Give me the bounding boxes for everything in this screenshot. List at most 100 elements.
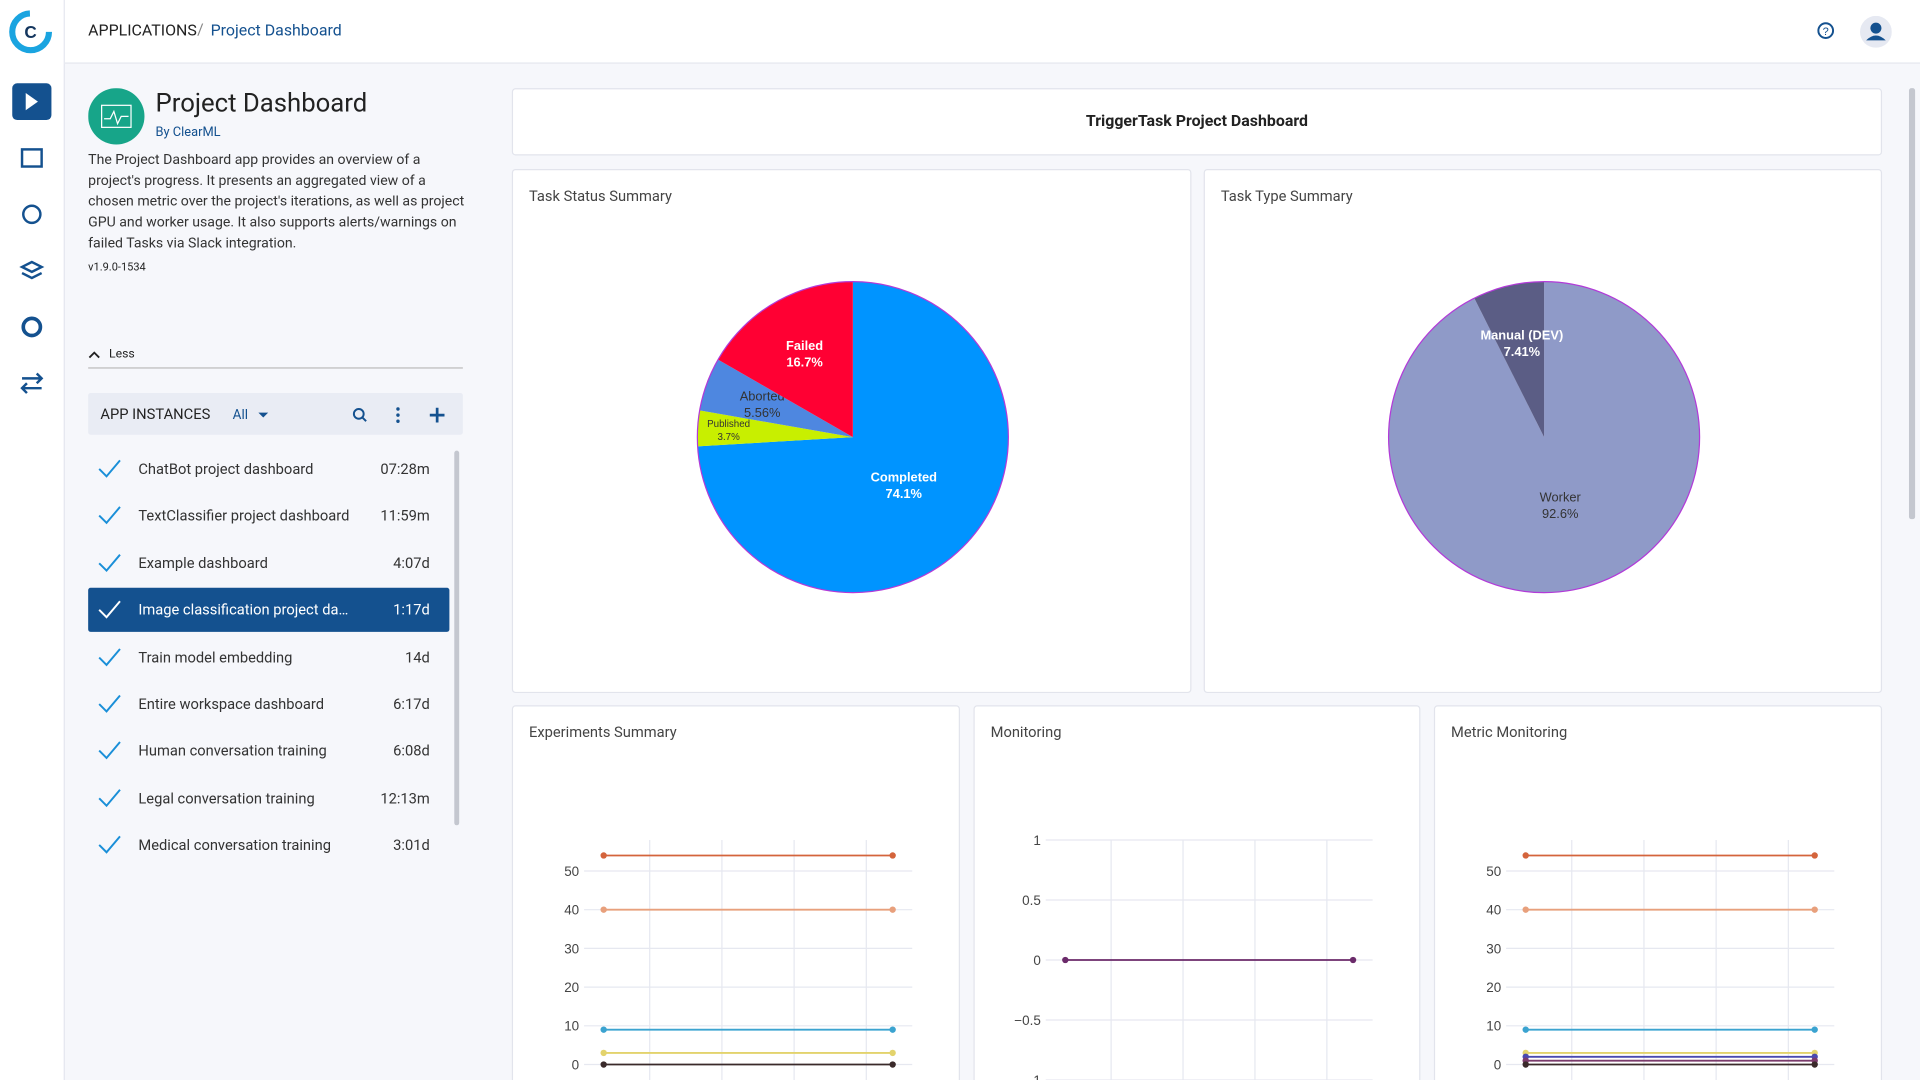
add-icon[interactable] <box>429 407 445 423</box>
series-point <box>600 1049 607 1057</box>
app-description: The Project Dashboard app provides an ov… <box>88 150 465 252</box>
instance-item[interactable]: Legal conversation training 12:13m <box>88 776 449 820</box>
y-tick-label: 50 <box>564 864 579 879</box>
page-scrollbar[interactable] <box>1908 88 1916 520</box>
slice-percent: 92.6% <box>1542 506 1578 521</box>
toggle-chevron[interactable] <box>88 349 100 361</box>
check-icon <box>98 553 121 572</box>
instances-filter[interactable]: All <box>232 406 248 423</box>
instance-item[interactable]: Entire workspace dashboard 6:17d <box>88 682 449 726</box>
side-nav: C <box>0 0 65 1080</box>
check-icon <box>98 647 121 666</box>
filter-caret[interactable] <box>257 410 269 420</box>
series-point <box>600 1026 607 1033</box>
y-tick-label: −0.5 <box>1014 1013 1041 1028</box>
series-point <box>1522 1061 1529 1068</box>
search-icon[interactable] <box>352 408 365 420</box>
svg-text:?: ? <box>1823 26 1829 38</box>
pie-outline <box>1387 281 1701 594</box>
y-tick-label: 0.5 <box>1022 893 1041 908</box>
instance-name: Medical conversation training <box>138 836 331 854</box>
chart-title: Experiments Summary <box>528 723 677 741</box>
check-path <box>98 741 121 760</box>
y-tick-label: 0 <box>1033 953 1040 968</box>
instance-time: 1:17d <box>393 601 430 619</box>
chart-panel: Metric Monitoring 0 10 20 30 40 50 <box>1433 705 1883 1080</box>
check-path <box>98 506 121 525</box>
dashboard-title-panel: TriggerTask Project Dashboard <box>511 88 1883 156</box>
toggle-less[interactable]: Less <box>108 347 135 362</box>
check-path <box>98 788 121 807</box>
instance-item[interactable]: Train model embedding 14d <box>88 635 449 679</box>
instance-item[interactable]: Example dashboard 4:07d <box>88 541 449 585</box>
series-point <box>1062 956 1069 964</box>
y-tick-label: 10 <box>1486 1019 1501 1034</box>
check-path <box>98 647 121 666</box>
y-tick-label: 40 <box>1486 903 1501 918</box>
check-icon <box>98 600 121 619</box>
check-icon <box>98 459 121 478</box>
instance-time: 14d <box>404 648 430 666</box>
pie-slice <box>697 410 853 447</box>
y-tick-label: 30 <box>564 941 579 956</box>
check-path <box>98 835 121 854</box>
check-path <box>98 553 121 572</box>
check-icon <box>98 788 121 807</box>
instance-item[interactable]: Image classification project da… 1:17d <box>88 587 450 633</box>
nav-orchestration[interactable] <box>20 372 44 394</box>
app-icon <box>88 88 145 145</box>
check-path <box>98 694 121 713</box>
chart-title: Monitoring <box>990 723 1062 741</box>
series-point <box>1811 852 1818 859</box>
chart-title: Task Status Summary <box>528 187 672 205</box>
instance-time: 6:08d <box>393 742 430 760</box>
menu-icon[interactable] <box>396 407 400 423</box>
pie-slice <box>697 281 1009 593</box>
nav-models[interactable] <box>21 316 43 338</box>
breadcrumb-root[interactable]: APPLICATIONS <box>88 22 197 41</box>
app-version: v1.9.0-1534 <box>88 262 146 275</box>
slice-label: Worker <box>1540 489 1582 504</box>
y-tick-label: −1 <box>1025 1073 1040 1080</box>
instance-actions <box>352 407 445 423</box>
check-icon <box>98 506 121 525</box>
instances-bar: APP INSTANCES All <box>88 393 463 435</box>
nav-pipelines[interactable] <box>22 204 42 225</box>
slice-percent: 16.7% <box>786 355 823 370</box>
y-tick-label: 20 <box>564 980 579 995</box>
pie-slice <box>699 359 853 438</box>
instance-time: 12:13m <box>380 789 430 807</box>
series-point <box>1811 906 1818 913</box>
nav-datasets[interactable] <box>19 260 45 280</box>
check-icon <box>98 741 121 760</box>
list-scrollbar[interactable] <box>454 450 460 826</box>
pie-slice <box>1388 281 1700 593</box>
slice-label: Published <box>707 419 750 430</box>
instance-item[interactable]: Medical conversation training 3:01d <box>88 823 449 867</box>
instance-time: 07:28m <box>380 460 430 478</box>
chart-title: Task Type Summary <box>1220 187 1353 205</box>
nav-projects[interactable] <box>20 148 43 168</box>
instance-name: Train model embedding <box>138 648 293 666</box>
check-icon <box>98 694 121 713</box>
app-title: Project Dashboard <box>155 89 368 119</box>
instance-name: TextClassifier project dashboard <box>138 507 350 525</box>
slice-percent: 7.41% <box>1504 344 1541 359</box>
help-icon[interactable]: ? <box>1816 21 1836 41</box>
series-point <box>1811 1061 1818 1068</box>
instance-name: Legal conversation training <box>138 789 315 807</box>
app-author[interactable]: By ClearML <box>155 123 221 140</box>
series-point <box>889 906 896 913</box>
user-avatar[interactable] <box>1860 15 1892 48</box>
breadcrumb-current: Project Dashboard <box>210 22 342 41</box>
instance-item[interactable]: TextClassifier project dashboard 11:59m <box>88 494 449 538</box>
instance-name: Entire workspace dashboard <box>138 695 325 713</box>
y-tick-label: 40 <box>564 903 579 918</box>
instance-item[interactable]: ChatBot project dashboard 07:28m <box>88 447 449 491</box>
series-point <box>889 1049 896 1057</box>
slice-label: Completed <box>871 469 937 484</box>
chart: Worker 92.6% Manual (DEV) 7.41% <box>1387 281 1701 594</box>
slice-label: Manual (DEV) <box>1480 327 1563 342</box>
instance-item[interactable]: Human conversation training 6:08d <box>88 729 449 773</box>
slice-percent: 74.1% <box>886 486 923 501</box>
